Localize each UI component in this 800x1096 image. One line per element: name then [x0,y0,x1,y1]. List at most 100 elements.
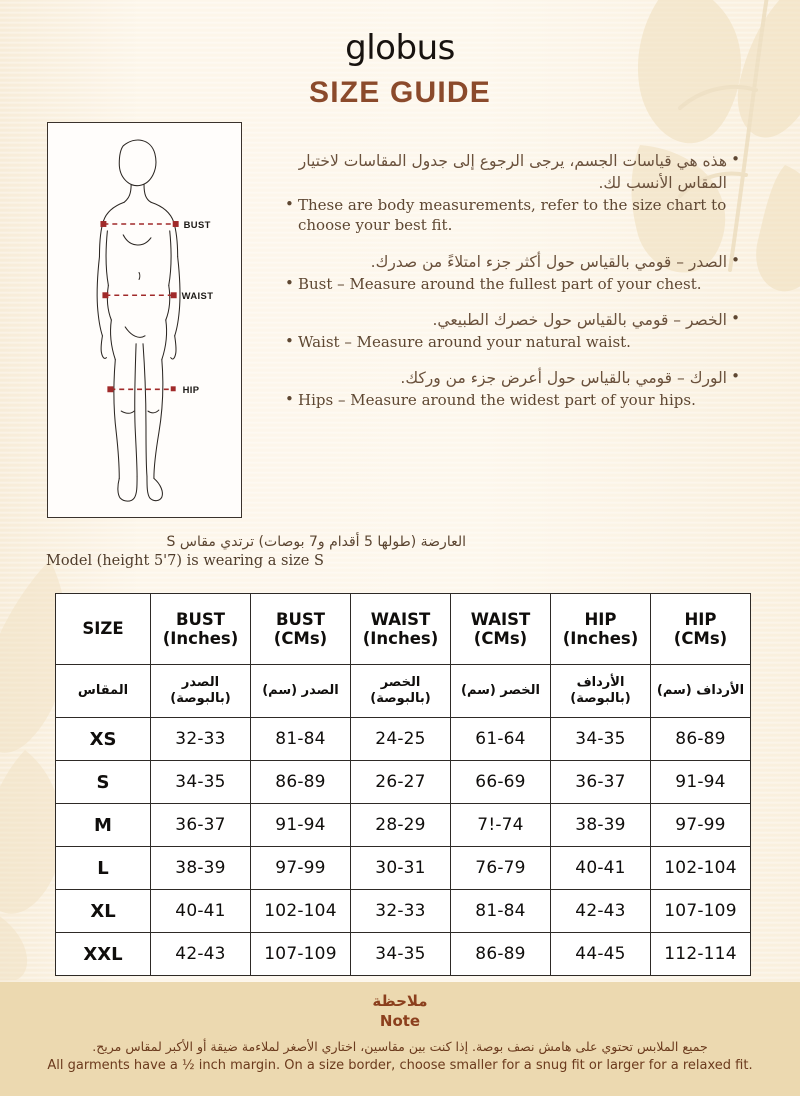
cell-waist-cm: 86-89 [450,932,551,976]
table-row: S 34-35 86-89 26-27 66-69 36-37 91-94 [55,760,751,804]
cell-waist-in: 24-25 [350,717,451,761]
cell-bust-in: 40-41 [150,889,251,933]
note-band: ملاحظة Note جميع الملابس تحتوي على هامش … [0,982,800,1096]
note-group-bust: • الصدر – قومي بالقياس حول أكثر جزء امتل… [285,251,740,294]
cell-size: XS [55,717,151,761]
cell-bust-cm: 91-94 [250,803,351,847]
table-row: XS 32-33 81-84 24-25 61-64 34-35 86-89 [55,717,751,761]
header-waist-cms-line1: WAIST [470,609,531,629]
note-text-arabic: هذه هي قياسات الجسم، يرجى الرجوع إلى جدو… [298,152,727,192]
header-waist-inches-ar: الخصر (بالبوصة) [350,664,451,718]
note-text-english: Hips – Measure around the widest part of… [298,391,696,409]
cell-hip-in: 36-37 [550,760,651,804]
cell-hip-cm: 102-104 [650,846,751,890]
cell-hip-in: 34-35 [550,717,651,761]
cell-waist-in: 34-35 [350,932,451,976]
header-waist-inches-line2: (Inches) [362,629,439,648]
bullet-icon: • [731,250,740,269]
cell-hip-cm: 91-94 [650,760,751,804]
cell-size: L [55,846,151,890]
cell-bust-in: 38-39 [150,846,251,890]
header-waist-cms: WAIST (CMs) [450,593,551,665]
header-bust-inches-ar: الصدر (بالبوصة) [150,664,251,718]
table-row: L 38-39 97-99 30-31 76-79 40-41 102-104 [55,846,751,890]
cell-bust-cm: 107-109 [250,932,351,976]
cell-size: M [55,803,151,847]
header-hip-cms: HIP (CMs) [650,593,751,665]
header-waist-inches-line1: WAIST [370,609,431,629]
measurement-notes: • هذه هي قياسات الجسم، يرجى الرجوع إلى ج… [285,150,740,425]
note-english: • Waist – Measure around your natural wa… [285,332,740,352]
model-figure-panel: BUST WAIST HIP [47,122,242,518]
header-bust-cms-ar: الصدر (سم) [250,664,351,718]
size-chart-table: SIZE BUST (Inches) BUST (CMs) WAIST (Inc… [55,593,751,976]
header-bust-inches-line2: (Inches) [162,629,239,648]
bullet-icon: • [285,390,294,408]
cell-bust-in: 32-33 [150,717,251,761]
note-text-english: These are body measurements, refer to th… [298,196,727,235]
note-text-arabic: الورك – قومي بالقياس حول أعرض جزء من ورك… [400,369,727,387]
header-bust-inches-line1: BUST [175,609,226,629]
note-english: • Bust – Measure around the fullest part… [285,274,740,294]
bullet-icon: • [731,367,740,385]
cell-hip-cm: 112-114 [650,932,751,976]
header-hip-inches: HIP (Inches) [550,593,651,665]
note-arabic: • الخصر – قومي بالقياس حول خصرك الطبيعي. [285,309,740,331]
note-group-general: • هذه هي قياسات الجسم، يرجى الرجوع إلى ج… [285,150,740,236]
cell-bust-in: 42-43 [150,932,251,976]
cell-size: XL [55,889,151,933]
cell-bust-cm: 97-99 [250,846,351,890]
header-hip-inches-ar: الأرداف (بالبوصة) [550,664,651,718]
header-size-ar: المقاس [55,664,151,718]
cell-hip-in: 42-43 [550,889,651,933]
cell-waist-cm: 76-79 [450,846,551,890]
header-hip-cms-ar: الأرداف (سم) [650,664,751,718]
cell-bust-cm: 102-104 [250,889,351,933]
table-row: XXL 42-43 107-109 34-35 86-89 44-45 112-… [55,932,751,976]
cell-waist-cm: 7!-74 [450,803,551,847]
cell-size: XXL [55,932,151,976]
leaf-decoration-icon [631,0,800,292]
note-text-english: Waist – Measure around your natural wais… [298,332,631,351]
note-title-arabic: ملاحظة [372,992,428,1010]
cell-waist-in: 28-29 [350,803,451,847]
cell-hip-in: 44-45 [550,932,651,976]
note-group-hips: • الورك – قومي بالقياس حول أعرض جزء من و… [285,367,740,410]
bullet-icon: • [731,308,740,327]
table-row: XL 40-41 102-104 32-33 81-84 42-43 107-1… [55,889,751,933]
bullet-icon: • [285,195,294,213]
note-text-english: Bust – Measure around the fullest part o… [298,274,702,293]
cell-waist-cm: 81-84 [450,889,551,933]
header-size-line1: SIZE [82,619,124,639]
waist-label: WAIST [182,290,214,301]
model-caption: العارضة (طولها 5 أقدام و7 بوصات) ترتدي م… [46,533,466,571]
cell-hip-cm: 97-99 [650,803,751,847]
note-body-english: All garments have a ½ inch margin. On a … [47,1057,753,1073]
header-waist-inches: WAIST (Inches) [350,593,451,665]
cell-hip-cm: 86-89 [650,717,751,761]
cell-bust-cm: 86-89 [250,760,351,804]
header-hip-cms-line1: HIP [684,609,717,629]
header-bust-inches: BUST (Inches) [150,593,251,665]
header-hip-cms-line2: (CMs) [673,629,728,648]
header-bust-cms-line1: BUST [275,609,326,629]
table-header-row-english: SIZE BUST (Inches) BUST (CMs) WAIST (Inc… [55,593,751,665]
note-arabic: • الصدر – قومي بالقياس حول أكثر جزء امتل… [285,251,740,273]
bust-label: BUST [184,219,211,230]
cell-bust-cm: 81-84 [250,717,351,761]
bullet-icon: • [285,273,294,292]
cell-waist-cm: 61-64 [450,717,551,761]
page-title: SIZE GUIDE [308,76,492,109]
cell-waist-in: 32-33 [350,889,451,933]
cell-bust-in: 36-37 [150,803,251,847]
hip-label: HIP [183,384,200,395]
header-waist-cms-line2: (CMs) [473,629,528,648]
bullet-icon: • [731,150,740,168]
note-text-arabic: الصدر – قومي بالقياس حول أكثر جزء امتلاء… [370,252,727,271]
header-bust-cms: BUST (CMs) [250,593,351,665]
table-row: M 36-37 91-94 28-29 7!-74 38-39 97-99 [55,803,751,847]
cell-hip-in: 38-39 [550,803,651,847]
note-group-waist: • الخصر – قومي بالقياس حول خصرك الطبيعي.… [285,309,740,352]
model-caption-english: Model (height 5'7) is wearing a size S [46,553,324,570]
leaf-decoration-secondary-icon [0,560,68,980]
